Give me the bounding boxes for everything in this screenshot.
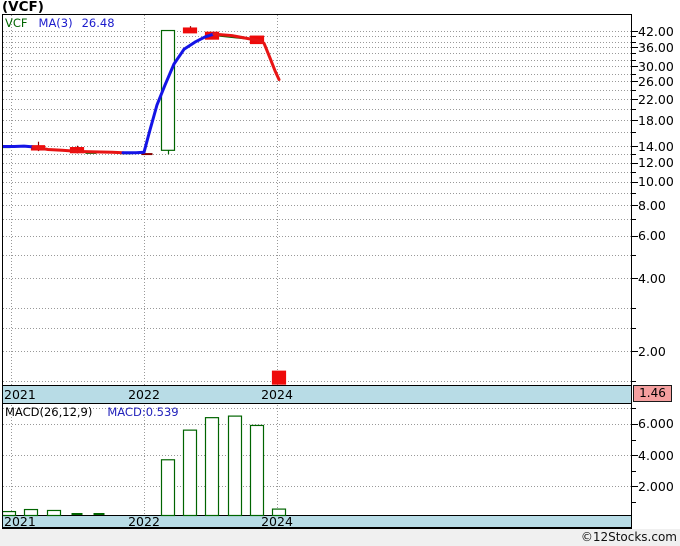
- ma-line: [31, 145, 125, 155]
- macd-bar: [46, 509, 62, 517]
- axis-tick: [632, 455, 638, 456]
- axis-tick-label: 22.00: [638, 91, 674, 107]
- axis-tick-label: 4.00: [638, 270, 666, 286]
- candle: [141, 153, 153, 156]
- axis-tick: [632, 205, 638, 206]
- axis-tick-label: 30.00: [638, 58, 674, 74]
- axis-tick: [632, 132, 636, 133]
- axis-tick-label: 8.00: [638, 197, 666, 213]
- last-price-value: 1.46: [639, 386, 666, 400]
- macd-label: MACD(26,12,9): [5, 405, 93, 419]
- price-axis: 1.46 42.00 36.00 30.00 26.00 22.00 18.00 14.00…: [632, 0, 680, 528]
- axis-tick: [632, 308, 636, 309]
- last-price-badge: 1.46: [633, 385, 672, 402]
- x-axis-year-label: 2022: [128, 387, 160, 402]
- macd-bar: [71, 513, 83, 515]
- axis-tick: [632, 278, 638, 279]
- axis-tick-label: 42.00: [638, 23, 674, 39]
- bottom-strip: ©12Stocks.com: [0, 529, 680, 546]
- ma-line: [121, 32, 216, 155]
- x-axis-band: [2, 385, 632, 404]
- macd-value: MACD:0.539: [107, 405, 179, 419]
- axis-tick: [632, 99, 638, 100]
- axis-tick: [632, 182, 638, 183]
- axis-tick: [632, 163, 638, 164]
- axis-tick: [632, 66, 638, 67]
- ma-line: [2, 144, 35, 149]
- x-axis-year-label: 2022: [128, 514, 160, 529]
- x-axis-year-label: 2024: [261, 387, 293, 402]
- macd-legend: MACD(26,12,9) MACD:0.539: [5, 405, 179, 419]
- axis-tick-label: 12.00: [638, 155, 674, 171]
- axis-tick: [632, 74, 636, 75]
- axis-tick: [632, 81, 638, 82]
- axis-tick-label: 6.00: [638, 228, 666, 243]
- axis-tick: [632, 47, 638, 48]
- ma-label: MA(3): [38, 16, 73, 30]
- axis-tick: [632, 471, 636, 472]
- chart-frame: VCF MA(3) 26.48 MACD(26,12,9) MACD:0.539 20…: [2, 14, 632, 528]
- macd-bar: [271, 508, 287, 517]
- axis-tick: [632, 193, 636, 194]
- macd-bar: [204, 417, 220, 517]
- x-axis-year-label: 2021: [4, 387, 36, 402]
- macd-bar: [23, 508, 39, 517]
- axis-tick-label: 4.000: [638, 447, 674, 463]
- axis-tick: [632, 255, 636, 256]
- x-axis-year-label: 2021: [4, 514, 36, 529]
- axis-tick-label: 2.000: [638, 478, 674, 494]
- axis-tick: [632, 109, 636, 110]
- axis-tick: [632, 120, 638, 121]
- axis-tick-label: 36.00: [638, 39, 674, 55]
- macd-bar: [227, 415, 243, 517]
- axis-tick: [632, 90, 636, 91]
- axis-tick: [632, 486, 638, 487]
- chart-background: [2, 14, 632, 528]
- chart-canvas: [2, 14, 632, 528]
- axis-tick: [632, 154, 636, 155]
- axis-tick: [632, 60, 636, 61]
- axis-tick: [632, 381, 636, 382]
- axis-tick: [632, 408, 636, 409]
- price-legend: VCF MA(3) 26.48: [5, 16, 124, 30]
- axis-tick-label: 14.00: [638, 139, 674, 154]
- axis-tick: [632, 36, 636, 37]
- candle-down: [271, 370, 287, 385]
- axis-tick: [632, 351, 638, 352]
- ma-value: 26.48: [81, 16, 115, 30]
- axis-tick: [632, 42, 636, 43]
- bottom-border: [2, 527, 632, 529]
- axis-tick: [632, 328, 636, 329]
- macd-bar: [93, 513, 105, 515]
- axis-tick-label: 10.00: [638, 174, 674, 190]
- macd-bar: [249, 424, 265, 517]
- axis-tick: [632, 440, 636, 441]
- axis-tick: [632, 424, 638, 425]
- symbol-label: VCF: [5, 16, 28, 30]
- x-axis-year-label: 2024: [261, 514, 293, 529]
- macd-bar: [160, 459, 176, 517]
- axis-tick: [632, 172, 636, 173]
- axis-tick-label: 2.00: [638, 343, 666, 359]
- ma-line: [212, 32, 281, 81]
- axis-tick: [632, 502, 636, 503]
- watermark: ©12Stocks.com: [580, 530, 677, 544]
- axis-tick: [632, 31, 638, 32]
- candle-down: [182, 27, 198, 34]
- macd-bar: [182, 429, 198, 517]
- axis-tick-label: 18.00: [638, 112, 674, 128]
- axis-tick: [632, 146, 638, 147]
- axis-tick-label: 6.000: [638, 416, 674, 432]
- axis-tick-label: 26.00: [638, 73, 674, 89]
- page-title: (VCF): [2, 0, 44, 15]
- axis-tick: [632, 219, 636, 220]
- axis-tick: [632, 53, 636, 54]
- axis-tick: [632, 236, 638, 237]
- x-axis-band: [2, 515, 632, 528]
